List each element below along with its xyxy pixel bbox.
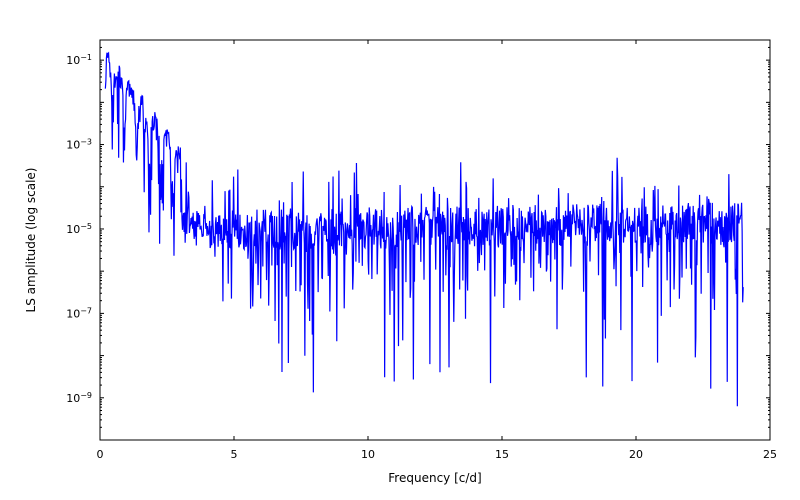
- y-axis-label: LS amplitude (log scale): [24, 168, 38, 313]
- x-tick-label: 25: [763, 448, 777, 461]
- y-tick-label: 10−1: [66, 53, 92, 68]
- x-tick-label: 0: [97, 448, 104, 461]
- x-tick-label: 5: [231, 448, 238, 461]
- x-tick-label: 15: [495, 448, 509, 461]
- chart-svg: 0 5 10 15 20 25 10−9 10−7 10−5 10−3 10−1 Frequency …: [0, 0, 800, 500]
- y-tick-label: 10−9: [66, 390, 92, 405]
- x-tick-label: 20: [629, 448, 643, 461]
- y-tick-label: 10−5: [66, 221, 92, 236]
- y-tick-label: 10−3: [66, 137, 92, 152]
- periodogram-chart: 0 5 10 15 20 25 10−9 10−7 10−5 10−3 10−1 Frequency …: [0, 0, 800, 500]
- x-tick-label: 10: [361, 448, 375, 461]
- x-axis-label: Frequency [c/d]: [388, 471, 481, 485]
- periodogram-line: [105, 53, 743, 406]
- y-tick-label: 10−7: [66, 306, 92, 321]
